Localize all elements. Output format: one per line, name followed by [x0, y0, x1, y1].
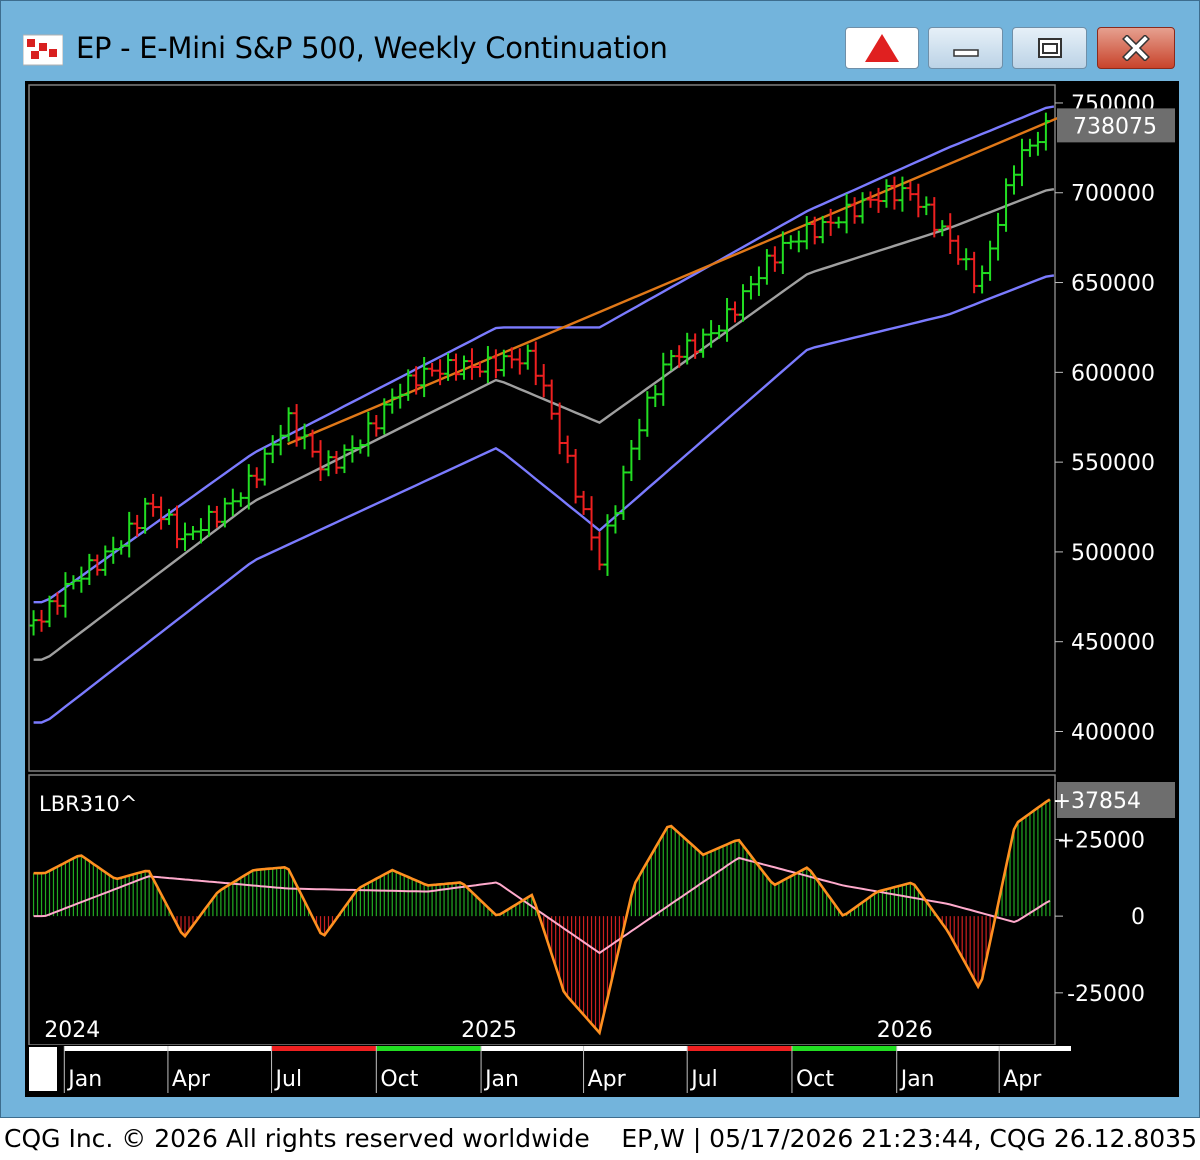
- month-label: Apr: [172, 1067, 211, 1092]
- cqg-chart-icon[interactable]: [23, 31, 63, 67]
- oscillator-pane-border: [28, 774, 1056, 1046]
- month-label: Jul: [274, 1067, 303, 1092]
- oscillator-tick-label: +25000: [1057, 828, 1145, 853]
- oscillator-title: LBR310^: [39, 792, 137, 816]
- price-tick-label: 450000: [1071, 631, 1155, 656]
- last-oscillator-label: +37854: [1053, 789, 1141, 814]
- band-upper-line: [33, 105, 1055, 604]
- time-axis[interactable]: Jan Apr Jul Oct Jan Apr Jul Oct Jan Apr: [25, 1045, 1179, 1097]
- time-axis-segment: [271, 1046, 377, 1051]
- window-title: EP - E-Mini S&P 500, Weekly Continuation: [76, 31, 668, 65]
- title-bar[interactable]: EP - E-Mini S&P 500, Weekly Continuation: [1, 1, 1199, 81]
- close-button[interactable]: [1097, 27, 1175, 69]
- last-oscillator-tag: [1057, 781, 1175, 818]
- footer-copyright: CQG Inc. © 2026 All rights reserved worl…: [4, 1124, 590, 1153]
- month-label: Jul: [689, 1067, 718, 1092]
- time-axis-background: [25, 1045, 1179, 1097]
- price-tick-label: 600000: [1071, 361, 1155, 386]
- signal-line: [33, 856, 1051, 955]
- oscillator-tick-label: -25000: [1067, 982, 1145, 1007]
- price-tick-label: 650000: [1071, 272, 1155, 297]
- price-tick-label: 400000: [1071, 720, 1155, 745]
- band-lower-line: [33, 274, 1055, 724]
- minimize-icon: [952, 49, 979, 57]
- month-label: Oct: [380, 1067, 418, 1092]
- price-tick-label: 500000: [1071, 541, 1155, 566]
- close-icon: [1122, 35, 1150, 61]
- time-axis-segment: [376, 1046, 482, 1051]
- oscillator-line: [33, 798, 1051, 1036]
- footer-status: EP,W | 05/17/2026 21:23:44, CQG 26.12.80…: [621, 1124, 1197, 1153]
- price-pane-border: [28, 84, 1056, 772]
- maximize-icon: [1037, 38, 1062, 58]
- trendline: [287, 112, 1070, 446]
- chart-area[interactable]: 750000 700000 650000 600000 550000 500000 4500…: [25, 81, 1179, 1097]
- time-axis-segment: [481, 1046, 584, 1051]
- year-label: 2026: [877, 1018, 933, 1043]
- time-axis-segment: [167, 1046, 272, 1051]
- band-middle-line: [33, 188, 1055, 661]
- year-label: 2025: [461, 1018, 517, 1043]
- month-label: Oct: [796, 1067, 834, 1092]
- price-pane[interactable]: 7500007000006500006000005500005000004500…: [28, 84, 1175, 772]
- time-axis-segment: [583, 1046, 688, 1051]
- time-axis-segment: [64, 1046, 168, 1051]
- month-label: Apr: [588, 1067, 627, 1092]
- month-label: Jan: [899, 1067, 935, 1092]
- last-price-label: 738075: [1073, 114, 1157, 139]
- oscillator-pane[interactable]: LBR310^ +25000 0 -25000 +37854 2024 2025 2026: [28, 774, 1175, 1046]
- minimize-button[interactable]: [928, 27, 1003, 69]
- time-axis-scroll-thumb: [29, 1047, 57, 1091]
- price-tick-label: 550000: [1071, 451, 1155, 476]
- month-label: Apr: [1003, 1067, 1042, 1092]
- year-label: 2024: [44, 1018, 100, 1043]
- time-axis-segment: [999, 1046, 1071, 1051]
- maximize-button[interactable]: [1012, 27, 1087, 69]
- alert-triangle-icon: [865, 34, 899, 62]
- time-axis-segment: [791, 1046, 897, 1051]
- alert-button[interactable]: [845, 27, 919, 69]
- month-label: Jan: [66, 1067, 102, 1092]
- chart-canvas[interactable]: 7500007000006500006000005500005000004500…: [25, 81, 1179, 1097]
- month-label: Jan: [483, 1067, 519, 1092]
- price-tick-label: 700000: [1071, 182, 1155, 207]
- oscillator-tick-label: 0: [1131, 905, 1145, 930]
- time-axis-segment: [896, 1046, 1000, 1051]
- time-axis-segment: [687, 1046, 792, 1051]
- chart-window: EP - E-Mini S&P 500, Weekly Continuation: [0, 0, 1200, 1118]
- last-price-tag: [1057, 108, 1175, 143]
